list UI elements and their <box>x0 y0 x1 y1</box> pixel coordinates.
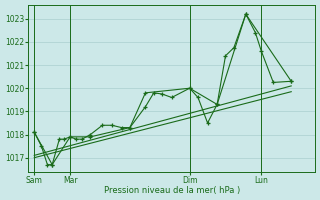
X-axis label: Pression niveau de la mer( hPa ): Pression niveau de la mer( hPa ) <box>104 186 240 195</box>
